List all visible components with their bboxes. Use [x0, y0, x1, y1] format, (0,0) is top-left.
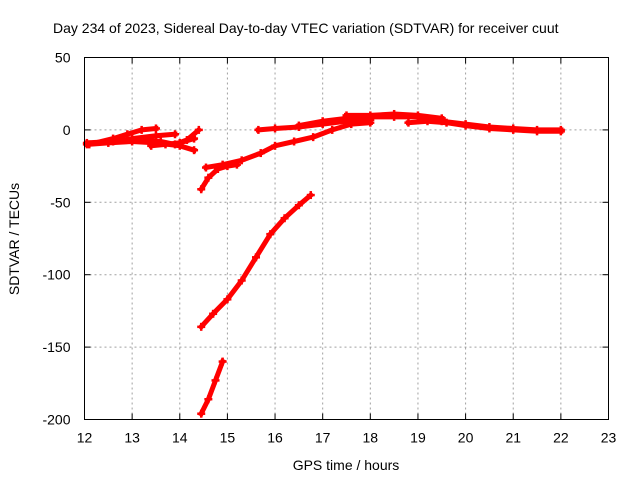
x-tick-label: 22 [553, 430, 569, 446]
x-tick-label: 16 [267, 430, 283, 446]
series-line [203, 120, 373, 171]
x-tick-label: 15 [220, 430, 236, 446]
y-axis-label: SDTVAR / TECUs [6, 183, 22, 295]
x-tick-label: 18 [363, 430, 379, 446]
x-tick-label: 21 [505, 430, 521, 446]
y-tick-label: -50 [50, 194, 70, 210]
series-line [197, 358, 226, 418]
x-axis-label: GPS time / hours [293, 457, 400, 473]
y-tick-label: -150 [42, 339, 70, 355]
axis-ticks [84, 57, 609, 420]
x-tick-label: 19 [410, 430, 426, 446]
x-tick-label: 13 [124, 430, 140, 446]
x-tick-label: 12 [77, 430, 93, 446]
series-l [197, 191, 315, 331]
series-f [197, 160, 241, 194]
series-e [142, 125, 203, 149]
x-tick-label: 17 [315, 430, 331, 446]
y-tick-label: -200 [42, 412, 70, 428]
x-tick-label: 20 [458, 430, 474, 446]
chart-title: Day 234 of 2023, Sidereal Day-to-day VTE… [53, 20, 559, 36]
series-m [197, 357, 227, 418]
x-tick-labels: 12 13 14 15 16 17 18 19 20 21 22 23 [77, 430, 617, 446]
y-tick-label: 0 [63, 122, 71, 138]
y-tick-labels: -200 -150 -100 -50 0 50 [42, 50, 70, 428]
y-tick-label: 50 [55, 50, 71, 66]
x-tick-label: 23 [601, 430, 617, 446]
series-k [404, 117, 565, 136]
plot-frame [84, 57, 609, 420]
y-tick-label: -100 [42, 267, 70, 283]
x-tick-label: 14 [172, 430, 188, 446]
series-c [85, 124, 160, 149]
data-series [82, 109, 565, 418]
